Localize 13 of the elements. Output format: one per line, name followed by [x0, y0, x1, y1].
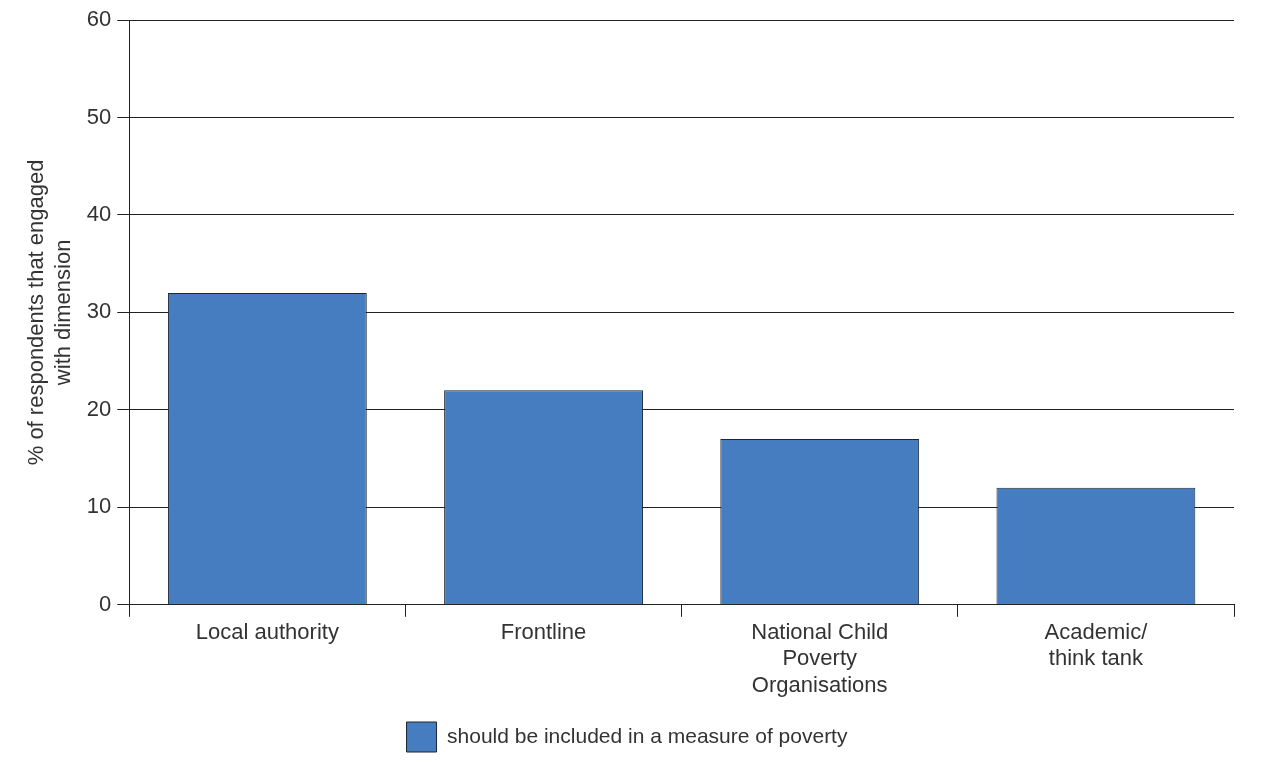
y-tick-label: 0	[99, 590, 112, 616]
x-tick-label: Academic/ think tank	[1044, 619, 1149, 671]
x-tick-label: Local authority	[195, 619, 339, 645]
x-tick-label: National Child Poverty Organisations	[751, 619, 889, 697]
y-tick-label: 40	[86, 201, 112, 226]
y-tick-label: 50	[86, 103, 112, 129]
legend-label: should be included in a measure of poverty	[447, 723, 848, 747]
y-axis-title: % of respondents that engaged with dimension	[23, 159, 75, 466]
y-tick-label: 60	[86, 6, 112, 32]
x-tick-label: Frontline	[500, 619, 587, 645]
y-tick-label: 30	[86, 298, 112, 324]
y-tick-label: 20	[86, 395, 112, 421]
y-tick-label: 10	[86, 493, 112, 519]
